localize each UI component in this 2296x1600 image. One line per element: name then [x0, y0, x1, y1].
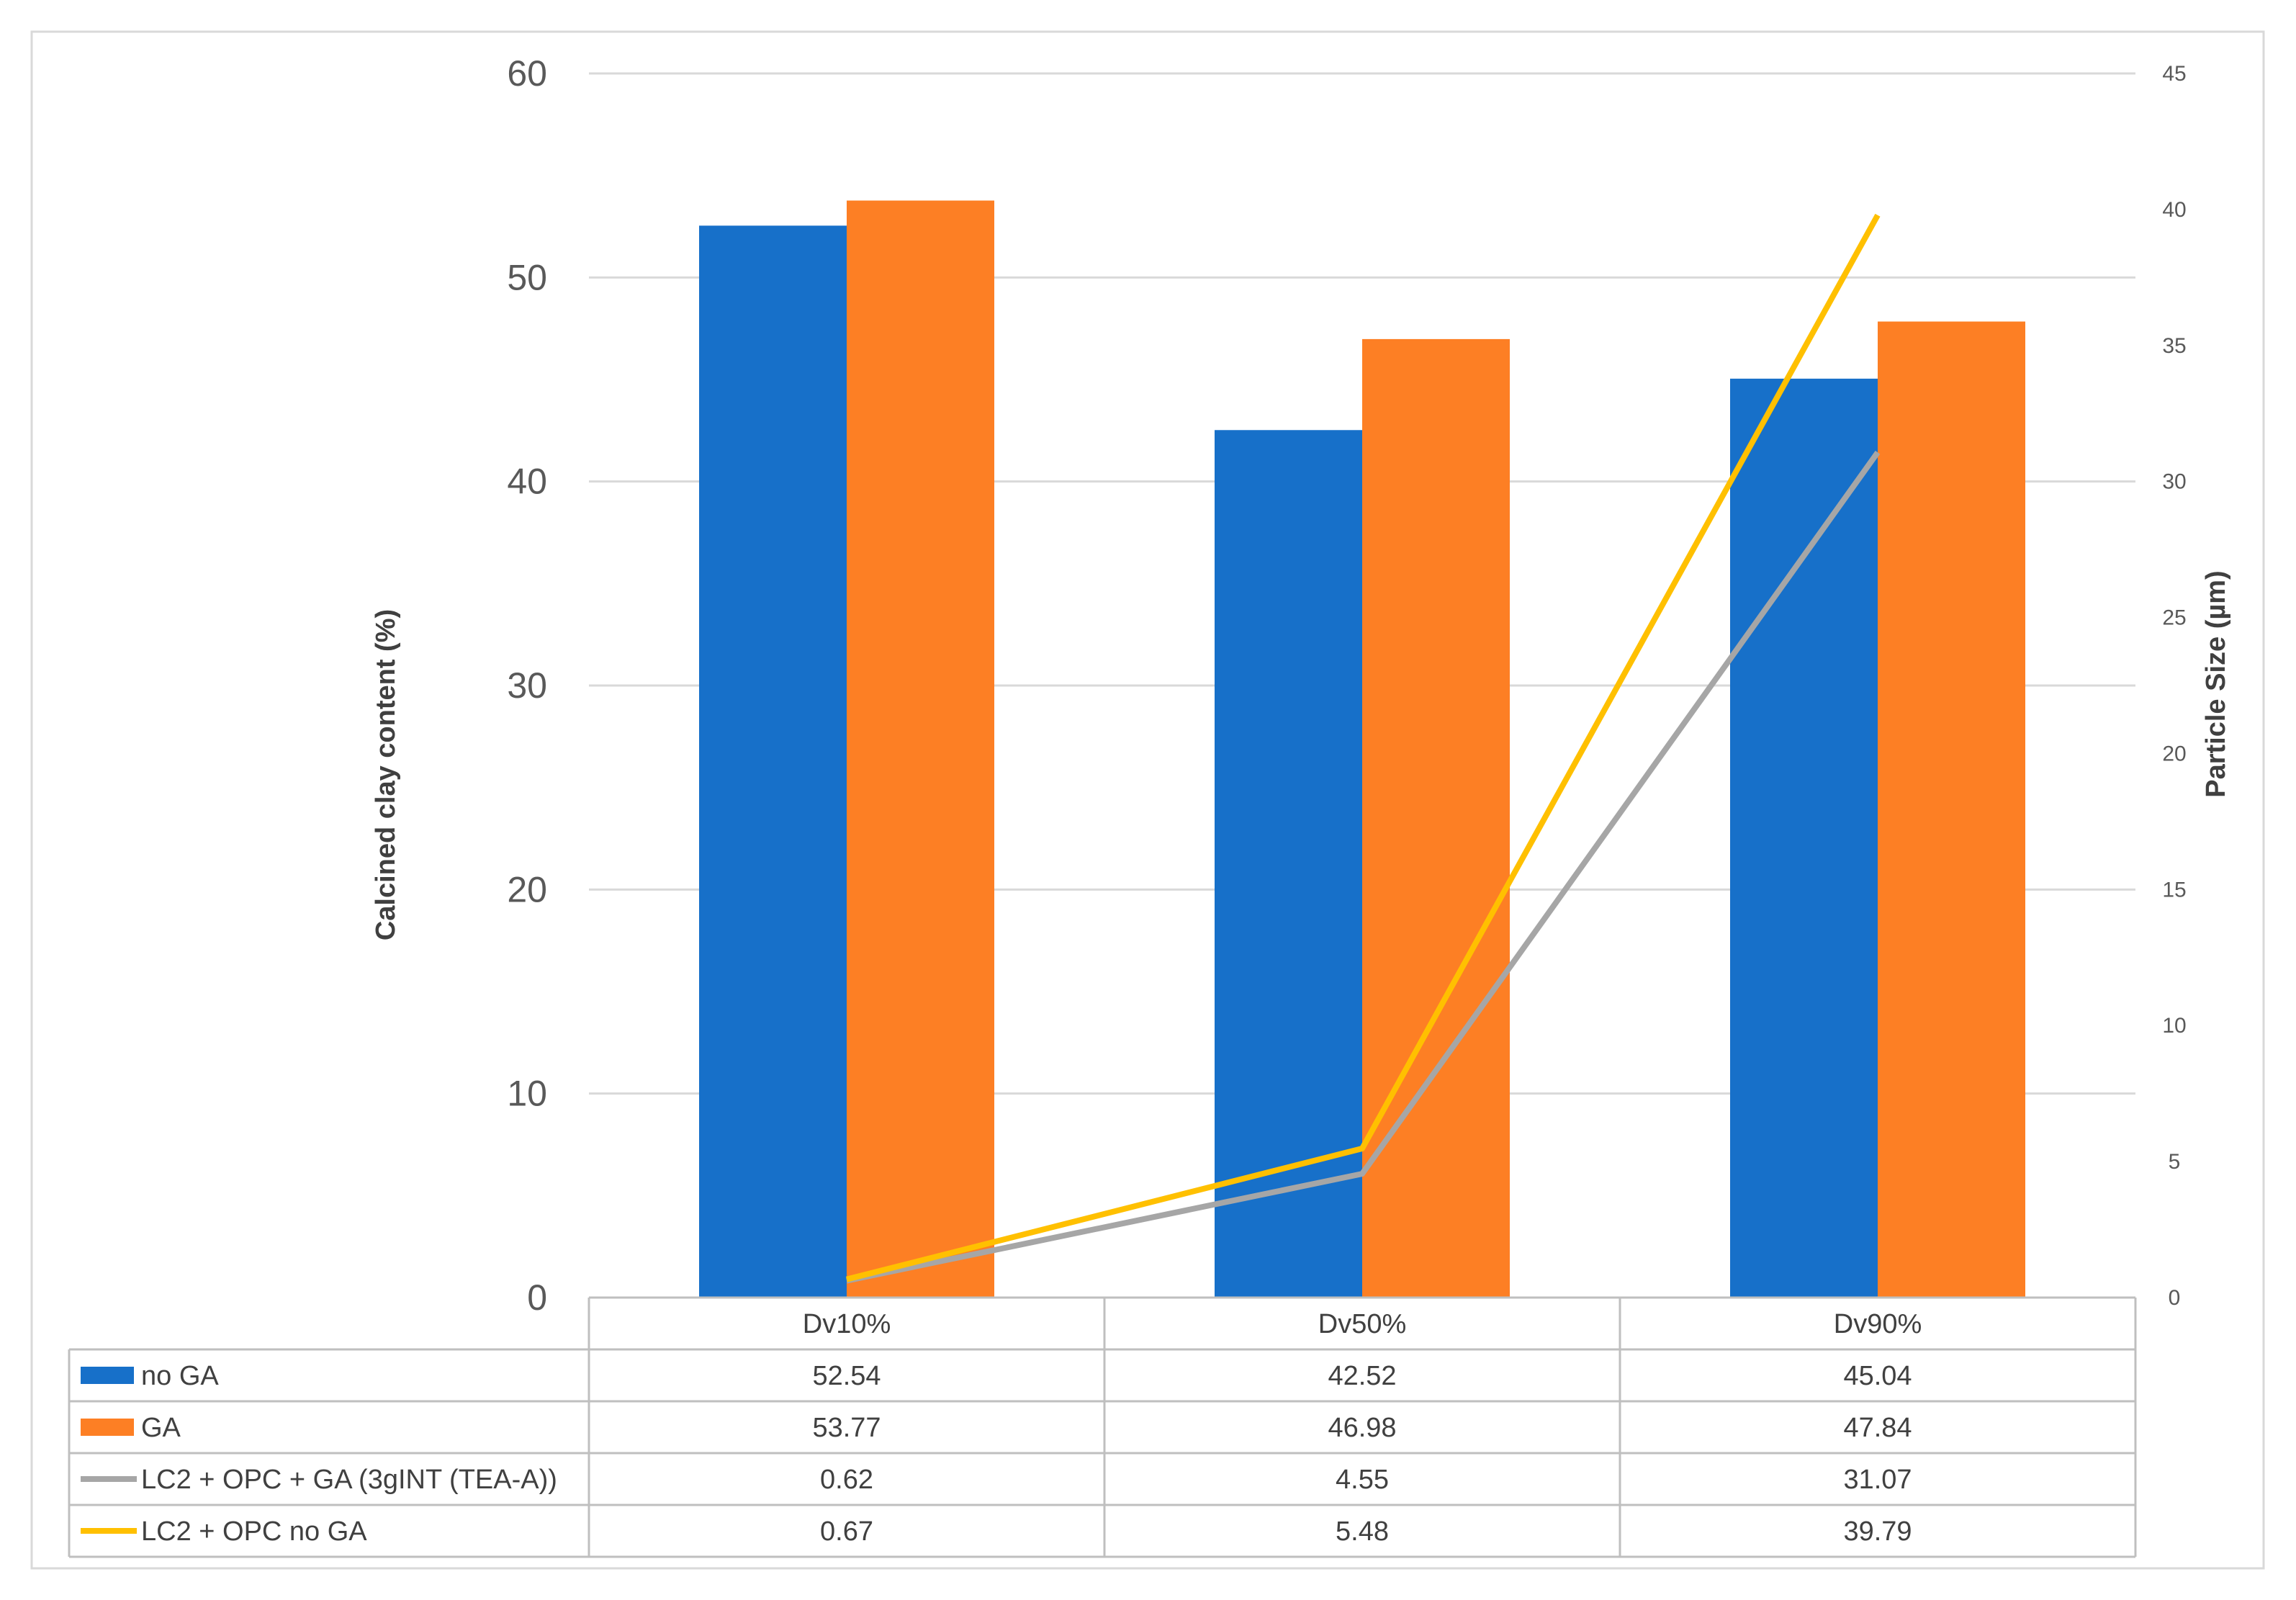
- legend-label: no GA: [141, 1361, 219, 1391]
- y-tick-label: 50: [507, 257, 547, 297]
- y2-tick-label: 0: [2169, 1286, 2181, 1310]
- table-cell-value: 53.77: [812, 1413, 881, 1443]
- category-label: Dv50%: [1318, 1309, 1407, 1339]
- table-cell-value: 52.54: [812, 1361, 881, 1391]
- legend-label: GA: [141, 1413, 181, 1443]
- table-cell-value: 4.55: [1336, 1465, 1389, 1495]
- legend-label: LC2 + OPC + GA (3gINT (TEA-A)): [141, 1465, 557, 1495]
- y2-tick-label: 35: [2162, 334, 2186, 358]
- bar-no-ga: [1730, 378, 1878, 1298]
- line-lc2-opc-ga-3gint-tea-a: [846, 450, 1881, 1284]
- y2-tick-label: 10: [2162, 1014, 2186, 1038]
- y2-tick-label: 45: [2162, 62, 2186, 86]
- table-cell-value: 45.04: [1843, 1361, 1912, 1391]
- y2-axis-title: Particle Size (µm): [2201, 570, 2231, 797]
- y-tick-label: 10: [507, 1074, 547, 1114]
- y2-tick-label: 30: [2162, 470, 2186, 494]
- category-label: Dv90%: [1834, 1309, 1922, 1339]
- y2-tick-label: 5: [2169, 1150, 2181, 1174]
- axes: 0 10 20 30 40 50 60 0 5 10 15 20 25 30 35 40 45 Calcined …: [371, 53, 2231, 1318]
- table-cell-value: 31.07: [1843, 1465, 1912, 1495]
- line-lc2-opc-no-ga: [846, 213, 1881, 1282]
- legend-label: LC2 + OPC no GA: [141, 1516, 367, 1547]
- y2-tick-label: 20: [2162, 742, 2186, 765]
- bars: [699, 200, 2025, 1298]
- y2-tick-label: 15: [2162, 878, 2186, 902]
- bar-ga: [1878, 321, 2025, 1298]
- y-axis-title: Calcined clay content (%): [371, 609, 401, 940]
- table-cell-value: 46.98: [1328, 1413, 1396, 1443]
- table-cell-value: 39.79: [1843, 1516, 1912, 1547]
- y2-tick-label: 40: [2162, 198, 2186, 222]
- y-tick-label: 40: [507, 462, 547, 502]
- legend-swatch-ga: [81, 1419, 134, 1436]
- y-tick-label: 0: [527, 1277, 547, 1318]
- data-table: Dv10% Dv50% Dv90% no GA 52.54 42.52 45.04 GA 53.…: [68, 1296, 2137, 1558]
- bar-ga: [1362, 338, 1510, 1298]
- y-tick-label: 60: [507, 53, 547, 94]
- lines: [846, 213, 1881, 1284]
- bar-ga: [847, 200, 994, 1298]
- y-tick-label: 30: [507, 665, 547, 706]
- legend-swatch-no-ga: [81, 1367, 134, 1384]
- y2-tick-label: 25: [2162, 606, 2186, 630]
- table-cell-value: 47.84: [1843, 1413, 1912, 1443]
- table-cell-value: 0.62: [820, 1465, 873, 1495]
- table-cell-value: 0.67: [820, 1516, 873, 1547]
- category-label: Dv10%: [803, 1309, 891, 1339]
- table-cell-value: 5.48: [1336, 1516, 1389, 1547]
- table-cell-value: 42.52: [1328, 1361, 1396, 1391]
- y-tick-label: 20: [507, 869, 547, 909]
- bar-no-ga: [699, 225, 847, 1298]
